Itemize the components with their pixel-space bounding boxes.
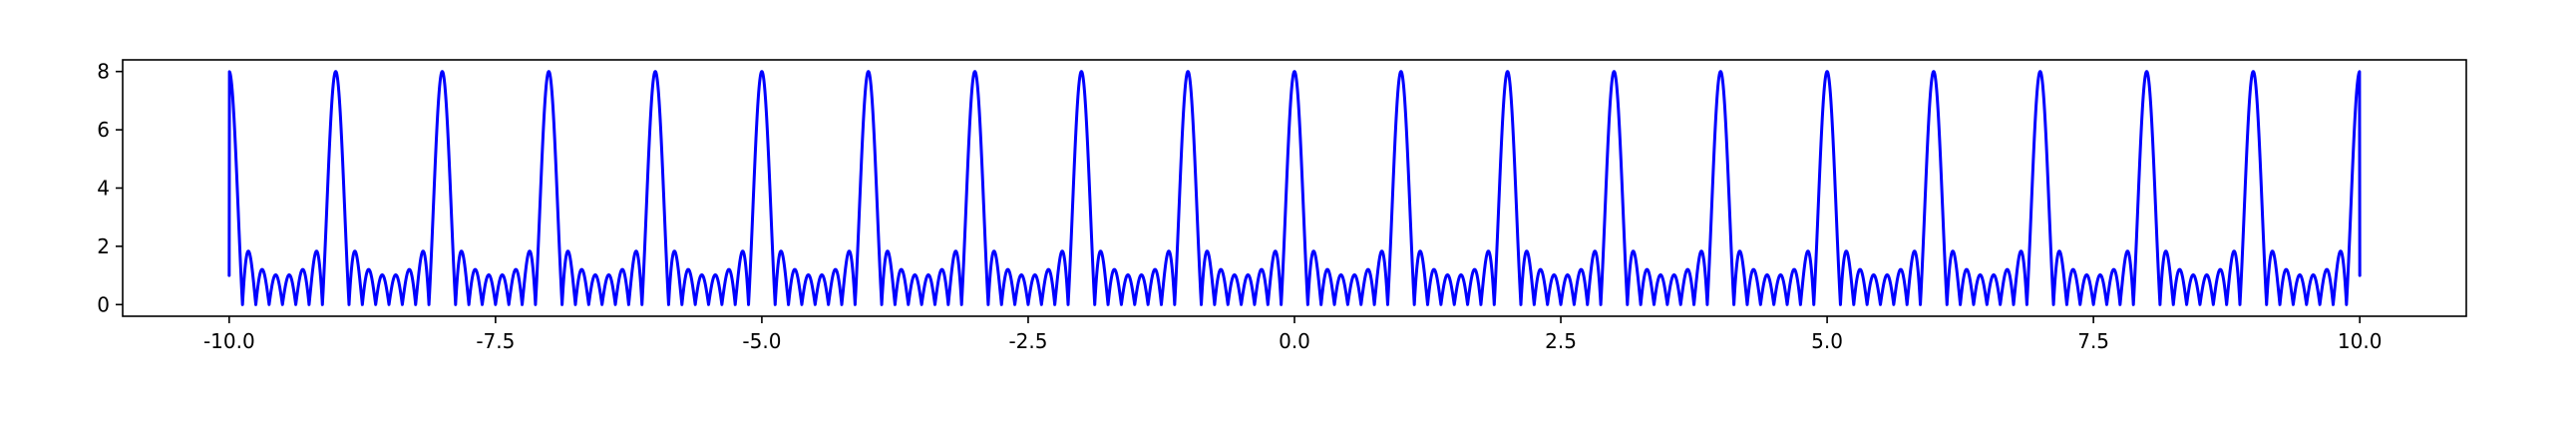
y-tick-label: 2 <box>97 234 110 258</box>
y-axis: 0 2 4 6 8 <box>97 60 123 316</box>
x-tick-label: -10.0 <box>203 329 255 353</box>
x-tick-label: -2.5 <box>1008 329 1047 353</box>
y-tick-label: 4 <box>97 177 110 201</box>
series-line-0 <box>227 70 2362 306</box>
plot-area <box>122 59 2467 317</box>
x-tick-label: -7.5 <box>476 329 515 353</box>
y-tick-label: 6 <box>97 118 110 142</box>
y-tick-label: 0 <box>97 292 110 316</box>
x-axis: -10.0 -7.5 -5.0 -2.5 0.0 2.5 5.0 7.5 10.0 <box>203 316 2383 353</box>
x-tick-label: 2.5 <box>1545 329 1577 353</box>
y-tick-label: 8 <box>97 60 110 84</box>
x-tick-label: 10.0 <box>2338 329 2383 353</box>
x-tick-label: 7.5 <box>2077 329 2109 353</box>
x-tick-label: 0.0 <box>1279 329 1310 353</box>
x-tick-label: 5.0 <box>1811 329 1843 353</box>
x-tick-label: -5.0 <box>742 329 781 353</box>
plot-frame <box>122 59 2467 317</box>
